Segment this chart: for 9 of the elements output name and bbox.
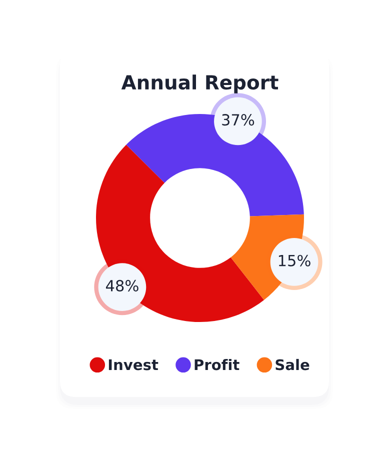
legend-label: Sale [276,358,310,370]
data-label: 15% [278,254,310,266]
data-label: 48% [106,280,138,292]
chart-title: Annual Report [121,74,278,94]
donut-slice [126,114,304,216]
data-label: 37% [222,114,254,126]
donut-slice [96,144,264,322]
legend-label: Profit [194,358,240,370]
legend-label: Invest [108,359,158,370]
